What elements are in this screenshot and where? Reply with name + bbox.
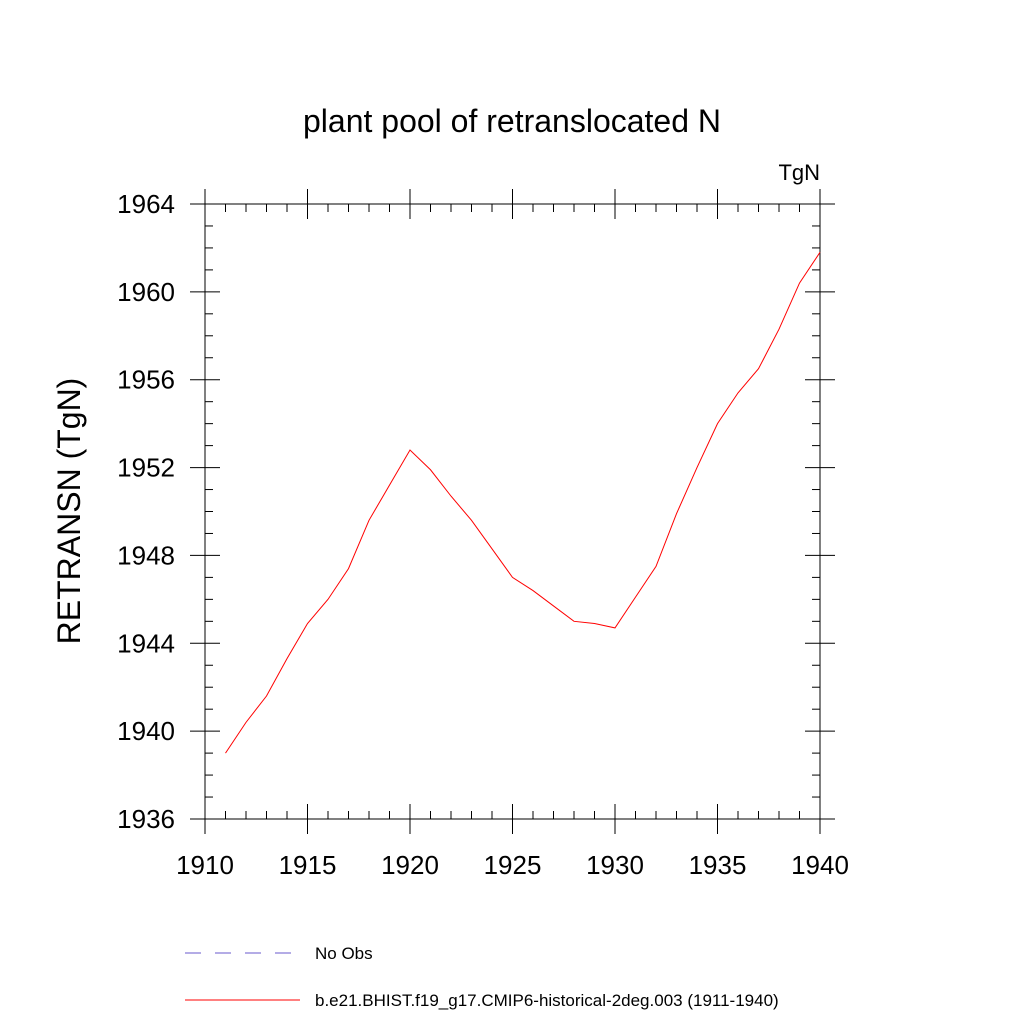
x-tick-label: 1935 <box>689 850 747 880</box>
y-tick-label: 1956 <box>117 365 175 395</box>
series-line-0 <box>225 252 821 754</box>
y-tick-label: 1952 <box>117 453 175 483</box>
legend: No Obs b.e21.BHIST.f19_g17.CMIP6-histori… <box>185 944 779 1010</box>
y-tick-label: 1940 <box>117 716 175 746</box>
legend-label-model: b.e21.BHIST.f19_g17.CMIP6-historical-2de… <box>315 991 779 1010</box>
chart-title: plant pool of retranslocated N <box>303 103 721 139</box>
units-label: TgN <box>778 160 820 185</box>
y-tick-label: 1960 <box>117 277 175 307</box>
legend-label-no-obs: No Obs <box>315 944 373 963</box>
x-tick-label: 1930 <box>586 850 644 880</box>
plot-frame <box>204 203 821 820</box>
y-tick-label: 1944 <box>117 628 175 658</box>
x-tick-label: 1920 <box>381 850 439 880</box>
x-tick-label: 1915 <box>279 850 337 880</box>
y-tick-label: 1964 <box>117 189 175 219</box>
axis-tick-labels: 1910 1915 1920 1925 1930 1935 1940 1936 1940 1944… <box>117 189 849 880</box>
y-tick-label: 1948 <box>117 540 175 570</box>
y-axis-label: RETRANSN (TgN) <box>51 378 87 645</box>
series-lines <box>225 252 821 754</box>
y-tick-label: 1936 <box>117 804 175 834</box>
axis-ticks <box>190 189 835 834</box>
x-tick-label: 1910 <box>176 850 234 880</box>
x-tick-label: 1940 <box>791 850 849 880</box>
x-tick-label: 1925 <box>484 850 542 880</box>
